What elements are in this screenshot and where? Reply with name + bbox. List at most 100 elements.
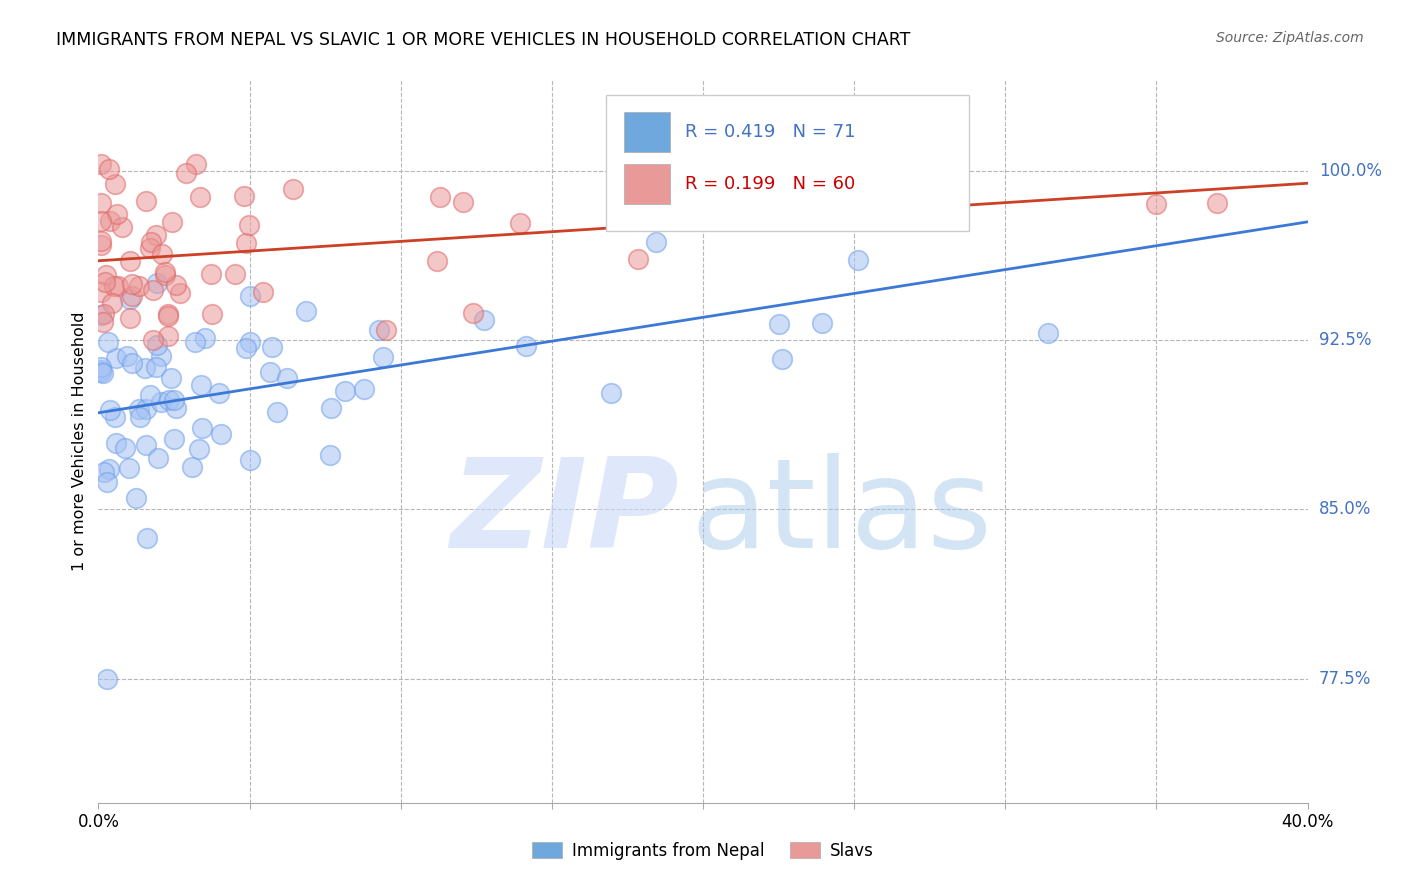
Point <box>105 207 128 221</box>
Point <box>145 227 167 242</box>
Point <box>98 402 121 417</box>
Point <box>146 450 169 465</box>
Point <box>155 265 177 279</box>
Point <box>157 393 180 408</box>
Point <box>188 190 211 204</box>
Point <box>90 285 112 300</box>
Point <box>141 235 163 249</box>
Point <box>188 442 211 456</box>
Point <box>98 214 121 228</box>
Point <box>120 254 142 268</box>
Point <box>90 363 112 377</box>
Point <box>90 234 112 248</box>
Text: R = 0.419   N = 71: R = 0.419 N = 71 <box>685 123 855 141</box>
Point <box>149 395 172 409</box>
Point <box>239 453 262 467</box>
Point <box>128 278 150 293</box>
Text: IMMIGRANTS FROM NEPAL VS SLAVIC 1 OR MORE VEHICLES IN HOUSEHOLD CORRELATION CHAR: IMMIGRANTS FROM NEPAL VS SLAVIC 1 OR MOR… <box>56 31 911 49</box>
Point <box>373 350 395 364</box>
Point <box>1144 197 1167 211</box>
Point <box>90 238 112 252</box>
Point <box>1206 196 1229 211</box>
Y-axis label: 1 or more Vehicles in Household: 1 or more Vehicles in Household <box>72 312 87 571</box>
FancyBboxPatch shape <box>624 164 671 204</box>
Point <box>353 382 375 396</box>
Point <box>184 334 207 349</box>
Point <box>262 340 284 354</box>
Point <box>91 366 114 380</box>
Point <box>128 410 150 425</box>
Point <box>515 339 537 353</box>
Text: 92.5%: 92.5% <box>1319 331 1371 349</box>
Point <box>426 253 449 268</box>
Point <box>114 441 136 455</box>
Text: ZIP: ZIP <box>450 453 679 574</box>
Point <box>111 219 134 234</box>
Text: 77.5%: 77.5% <box>1319 670 1371 688</box>
Point <box>138 388 160 402</box>
Point <box>368 323 391 337</box>
Point <box>125 491 148 505</box>
Point <box>235 341 257 355</box>
Point <box>599 385 621 400</box>
Point <box>93 307 115 321</box>
Point <box>90 365 112 379</box>
Point <box>115 349 138 363</box>
Point <box>846 252 869 267</box>
Point <box>105 436 128 450</box>
Point <box>134 360 156 375</box>
Point <box>139 241 162 255</box>
Point <box>200 267 222 281</box>
FancyBboxPatch shape <box>606 95 969 231</box>
Point <box>224 267 246 281</box>
Point <box>239 335 262 350</box>
Point <box>200 307 222 321</box>
Point <box>160 215 183 229</box>
Point <box>174 166 197 180</box>
Text: Source: ZipAtlas.com: Source: ZipAtlas.com <box>1216 31 1364 45</box>
Point <box>90 196 112 211</box>
Point <box>145 338 167 352</box>
Point <box>103 409 125 424</box>
Point <box>319 448 342 462</box>
Point <box>921 187 943 202</box>
Legend: Immigrants from Nepal, Slavs: Immigrants from Nepal, Slavs <box>526 836 880 867</box>
Point <box>333 384 356 398</box>
Point <box>150 349 173 363</box>
Point <box>101 296 124 310</box>
FancyBboxPatch shape <box>624 112 671 152</box>
Point <box>121 289 143 303</box>
Point <box>266 405 288 419</box>
Point <box>118 311 141 326</box>
Point <box>208 385 231 400</box>
Point <box>193 331 215 345</box>
Point <box>509 216 531 230</box>
Point <box>163 393 186 408</box>
Point <box>232 189 254 203</box>
Point <box>97 461 120 475</box>
Point <box>844 157 866 171</box>
Point <box>163 432 186 446</box>
Point <box>463 306 485 320</box>
Point <box>157 307 180 321</box>
Point <box>90 214 112 228</box>
Point <box>152 247 174 261</box>
Text: atlas: atlas <box>690 453 993 574</box>
Point <box>104 177 127 191</box>
Point <box>259 365 281 379</box>
Point <box>281 182 304 196</box>
Text: 85.0%: 85.0% <box>1319 500 1371 518</box>
Point <box>157 309 180 323</box>
Point <box>121 356 143 370</box>
Point <box>190 378 212 392</box>
Point <box>238 218 260 232</box>
Point <box>239 288 262 302</box>
Point <box>98 161 121 176</box>
Point <box>90 308 112 322</box>
Point <box>96 268 118 282</box>
Text: 100.0%: 100.0% <box>1319 161 1382 179</box>
Point <box>180 459 202 474</box>
Point <box>91 315 114 329</box>
Point <box>295 303 318 318</box>
Point <box>97 334 120 349</box>
